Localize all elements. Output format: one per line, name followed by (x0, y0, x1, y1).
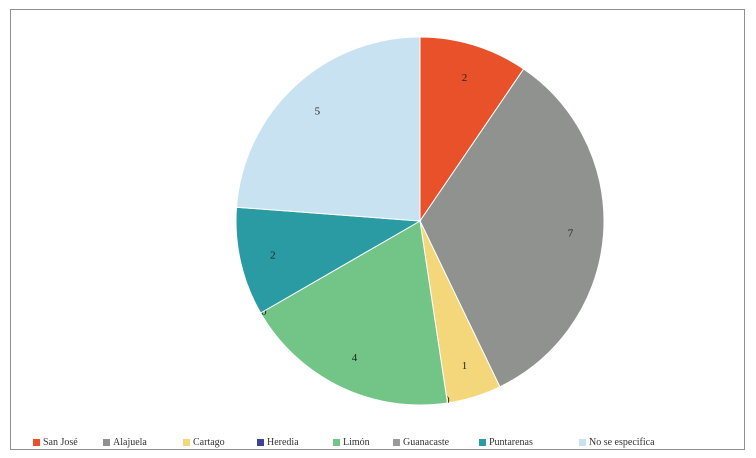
pie-slice-5 (259, 220, 448, 406)
legend-item: Cartago (183, 437, 257, 448)
legend-label: Alajuela (113, 436, 147, 448)
slice-value-label: 1 (462, 360, 468, 372)
legend-swatch (257, 438, 264, 446)
legend-label: Guanacaste (403, 436, 450, 448)
slice-value-label: 5 (315, 105, 321, 117)
legend-label: No se especifica (589, 436, 655, 448)
legend-label: Cartago (193, 436, 225, 448)
slice-value-label: 7 (568, 227, 574, 239)
legend-item: No se especifica (579, 437, 699, 448)
legend-swatch (479, 438, 486, 446)
legend: San José Alajuela Cartago Heredia Limón Guana… (33, 434, 748, 450)
legend-item: Alajuela (103, 437, 183, 448)
legend-label: San José (43, 436, 78, 448)
slice-value-label: 2 (270, 250, 276, 262)
legend-swatch (393, 438, 400, 446)
pie-chart: 27104025 (235, 36, 605, 406)
slice-value-label: 4 (352, 352, 358, 364)
pie-slice-1 (419, 36, 525, 223)
pie-slice-2 (419, 68, 605, 388)
legend-swatch (103, 438, 110, 446)
pie-slice-7 (235, 206, 422, 314)
legend-item: San José (33, 437, 103, 448)
legend-label: Limón (343, 436, 370, 448)
slice-value-label: 0 (261, 306, 267, 318)
legend-swatch (579, 438, 586, 446)
slice-value-label: 2 (462, 72, 468, 84)
pie-slice-8 (235, 36, 421, 222)
legend-item: Heredia (257, 437, 333, 448)
legend-label: Heredia (267, 436, 299, 448)
legend-item: Guanacaste (393, 437, 479, 448)
legend-item: Puntarenas (479, 437, 579, 448)
legend-swatch (183, 438, 190, 446)
chart-frame: 27104025 San JoséAlajuelaCartagoHerediaL… (10, 9, 745, 450)
legend-item: Limón (333, 437, 393, 448)
legend-swatch (33, 438, 40, 446)
legend-label: Puntarenas (489, 436, 533, 448)
legend-swatch (333, 438, 340, 446)
